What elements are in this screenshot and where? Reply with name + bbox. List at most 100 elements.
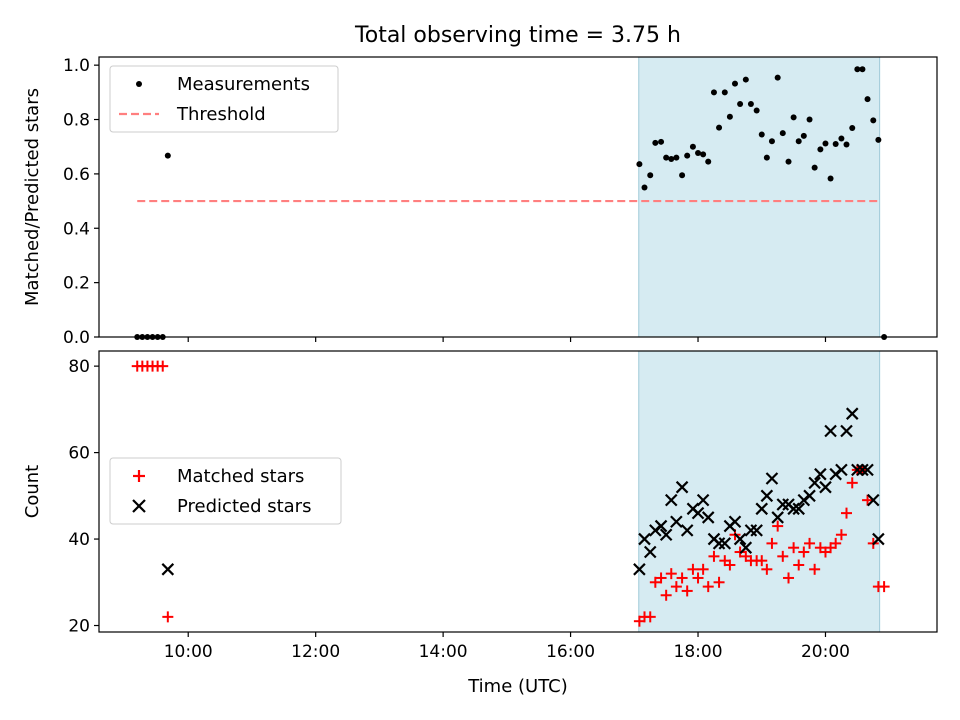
top-measurements-point [832, 140, 839, 147]
top-measurements-point [854, 66, 861, 73]
top-measurements-point [838, 135, 845, 142]
top-measurements-point [747, 101, 754, 108]
bottom-predicted-stars-point [808, 476, 821, 490]
bottom-matched-stars-point [835, 529, 847, 541]
bottom-predicted-stars-point [856, 463, 869, 477]
bottom-predicted-stars-point [819, 480, 832, 494]
bottom-xtick-label: 16:00 [546, 642, 595, 662]
bottom-xtick-label: 10:00 [164, 642, 213, 662]
top-measurements-point [811, 164, 818, 171]
legend-predicted-label: Predicted stars [177, 496, 311, 517]
top-measurements-point [705, 158, 712, 165]
bottom-predicted-stars-point [659, 528, 673, 542]
top-measurements-point [689, 143, 696, 150]
bottom-predicted-stars-point [696, 493, 710, 507]
top-measurements-point [870, 117, 877, 124]
bottom-matched-stars-point [681, 585, 693, 597]
bottom-predicted-stars-point [851, 463, 864, 477]
bottom-predicted-stars-point [701, 511, 715, 524]
bottom-matched-stars-point [157, 360, 169, 372]
bottom-predicted-stars-point [712, 537, 726, 550]
bottom-predicted-stars-point [633, 563, 646, 576]
bottom-matched-stars-point [772, 520, 784, 532]
bottom-predicted-stars-point [803, 489, 816, 503]
bottom-matched-stars-point [162, 611, 174, 623]
bottom-predicted-stars-point [675, 480, 689, 494]
top-measurements-point [710, 89, 717, 96]
top-measurements-point [790, 114, 797, 121]
bottom-predicted-stars-point [760, 489, 774, 503]
bottom-predicted-stars-point [866, 493, 880, 507]
top-axes: 0.0 0.2 0.4 0.6 0.8 1.0 Matched/Predicted star… [22, 56, 938, 348]
bottom-predicted-stars-point [638, 532, 651, 546]
bottom-ylabel: Count [22, 465, 43, 518]
bottom-observing-window [638, 350, 881, 633]
legend-measurements-marker [136, 81, 142, 87]
top-measurements-point [817, 146, 824, 153]
bottom-predicted-stars-point [750, 524, 763, 537]
legend-threshold-label: Threshold [176, 104, 266, 125]
bottom-matched-stars-point [660, 589, 672, 601]
bottom-matched-stars-point [846, 477, 858, 489]
top-measurements-point [726, 113, 733, 120]
bottom-matched-stars-point [766, 537, 778, 549]
bottom-matched-stars-point [676, 572, 688, 584]
bottom-predicted-stars-point [718, 537, 732, 550]
top-measurements-point [800, 132, 807, 139]
top-observing-window [638, 56, 881, 338]
top-ytick-label: 0.8 [63, 111, 90, 131]
bottom-axes: 20 40 60 80 10:00 12:00 14:00 16:00 18:00 20:00 Co… [22, 350, 938, 697]
bottom-predicted-stars-point [670, 515, 683, 529]
bottom-xtick-label: 14:00 [419, 642, 468, 662]
bottom-matched-stars-point [783, 572, 795, 584]
bottom-predicted-stars-point [643, 545, 657, 559]
top-measurements-point [827, 175, 834, 182]
top-measurements-point [716, 124, 723, 131]
top-measurements-point [721, 89, 728, 96]
bottom-matched-stars-point [798, 546, 810, 558]
bottom-matched-stars-point [692, 572, 704, 584]
top-measurements-point [768, 138, 775, 145]
bottom-predicted-stars-point [691, 506, 705, 520]
bottom-predicted-stars-point [771, 511, 784, 524]
bottom-predicted-stars-point [840, 424, 853, 438]
bottom-matched-stars-point [862, 494, 874, 506]
bottom-predicted-stars-point [765, 472, 779, 485]
bottom-ytick-label: 40 [68, 530, 90, 550]
top-ytick-label: 0.2 [63, 274, 90, 294]
top-ytick-label: 1.0 [63, 56, 90, 76]
legend-top-box [109, 65, 339, 133]
bottom-matched-stars-point [702, 581, 714, 593]
bottom-predicted-stars-point [680, 524, 694, 537]
bottom-ytick-label: 20 [68, 617, 90, 637]
top-measurements-point [849, 124, 856, 131]
bottom-predicted-stars-point [835, 463, 848, 477]
legend-bottom-box [109, 457, 342, 525]
top-measurements-point [679, 172, 686, 179]
top-measurements-point [758, 131, 765, 138]
top-measurements-point [663, 154, 670, 161]
legend-matched-marker [133, 470, 145, 482]
bottom-predicted-stars-point [872, 532, 885, 546]
bottom-matched-stars-point [644, 611, 656, 623]
top-measurements-point [695, 149, 702, 156]
bottom-matched-stars-point [670, 581, 682, 593]
bottom-matched-stars-point [687, 563, 699, 575]
top-measurements-point [164, 152, 171, 159]
bottom-matched-stars-point [697, 563, 709, 575]
top-measurements-point [774, 74, 781, 81]
top-measurements-point [641, 184, 648, 191]
top-measurements-point [731, 80, 738, 87]
top-measurements-point [742, 76, 749, 83]
top-measurements-point [785, 158, 792, 165]
legend-measurements-label: Measurements [177, 74, 310, 95]
top-measurements-point [700, 151, 707, 158]
bottom-predicted-stars-point [739, 541, 753, 554]
top-measurements-point [843, 141, 850, 148]
bottom-ytick-label: 60 [68, 444, 90, 464]
bottom-matched-stars-point [878, 581, 890, 593]
legend-matched-label: Matched stars [177, 466, 304, 487]
bottom-predicted-stars-point [733, 532, 747, 546]
top-measurements-point [652, 139, 659, 146]
bottom-xtick-label: 20:00 [801, 642, 850, 662]
